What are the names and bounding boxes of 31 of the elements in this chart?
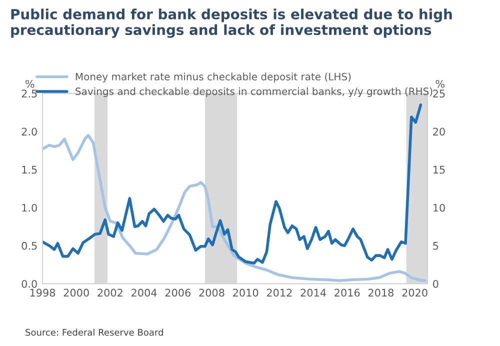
x-tick-label: 2006	[165, 288, 190, 297]
x-tick-label: 2000	[64, 288, 89, 297]
y2-axis-title: %	[436, 80, 445, 88]
y-tick-label: 0.0	[22, 280, 37, 288]
y-tick-label: 2.0	[22, 128, 37, 136]
x-tick-label: 2010	[233, 288, 258, 297]
y-tick-label: 1.5	[22, 166, 37, 174]
y2-tick-label: 5	[433, 242, 438, 250]
line-series	[42, 103, 422, 265]
y2-tick-label: 0	[433, 280, 438, 288]
y-axis-title: %	[25, 80, 34, 88]
y-tick-label: 1.0	[22, 204, 37, 212]
y2-tick-label: 20	[433, 128, 445, 136]
x-tick-label: 2004	[132, 288, 157, 297]
y2-tick-label: 15	[434, 166, 445, 174]
y2-tick-label: 10	[434, 204, 445, 212]
y2-tick-label: 25	[433, 90, 445, 98]
x-tick-label: 2018	[368, 288, 394, 297]
x-tick-label: 2002	[98, 288, 122, 297]
legend-label: Money market rate minus checkable deposit rate (LHS)	[76, 72, 351, 82]
legend-label: Savings and checkable deposits in commercial banks, y/y growth (RHS)	[76, 87, 432, 98]
x-tick-label: 2016	[334, 288, 360, 297]
source-note: Source: Federal Reserve Board	[26, 328, 163, 336]
x-tick-label: 2012	[266, 288, 292, 297]
y-tick-label: 2.5	[22, 90, 37, 98]
x-tick-label: 2014	[300, 288, 326, 297]
x-tick-label: 2008	[199, 288, 224, 297]
x-tick-label: 1998	[30, 288, 56, 297]
chart-title: Public demand for bank deposits is elevated due to high precautionary savings and lack of investment options	[11, 8, 452, 38]
x-tick-label: 2020	[402, 288, 428, 297]
y-tick-label: 0.5	[22, 242, 37, 250]
